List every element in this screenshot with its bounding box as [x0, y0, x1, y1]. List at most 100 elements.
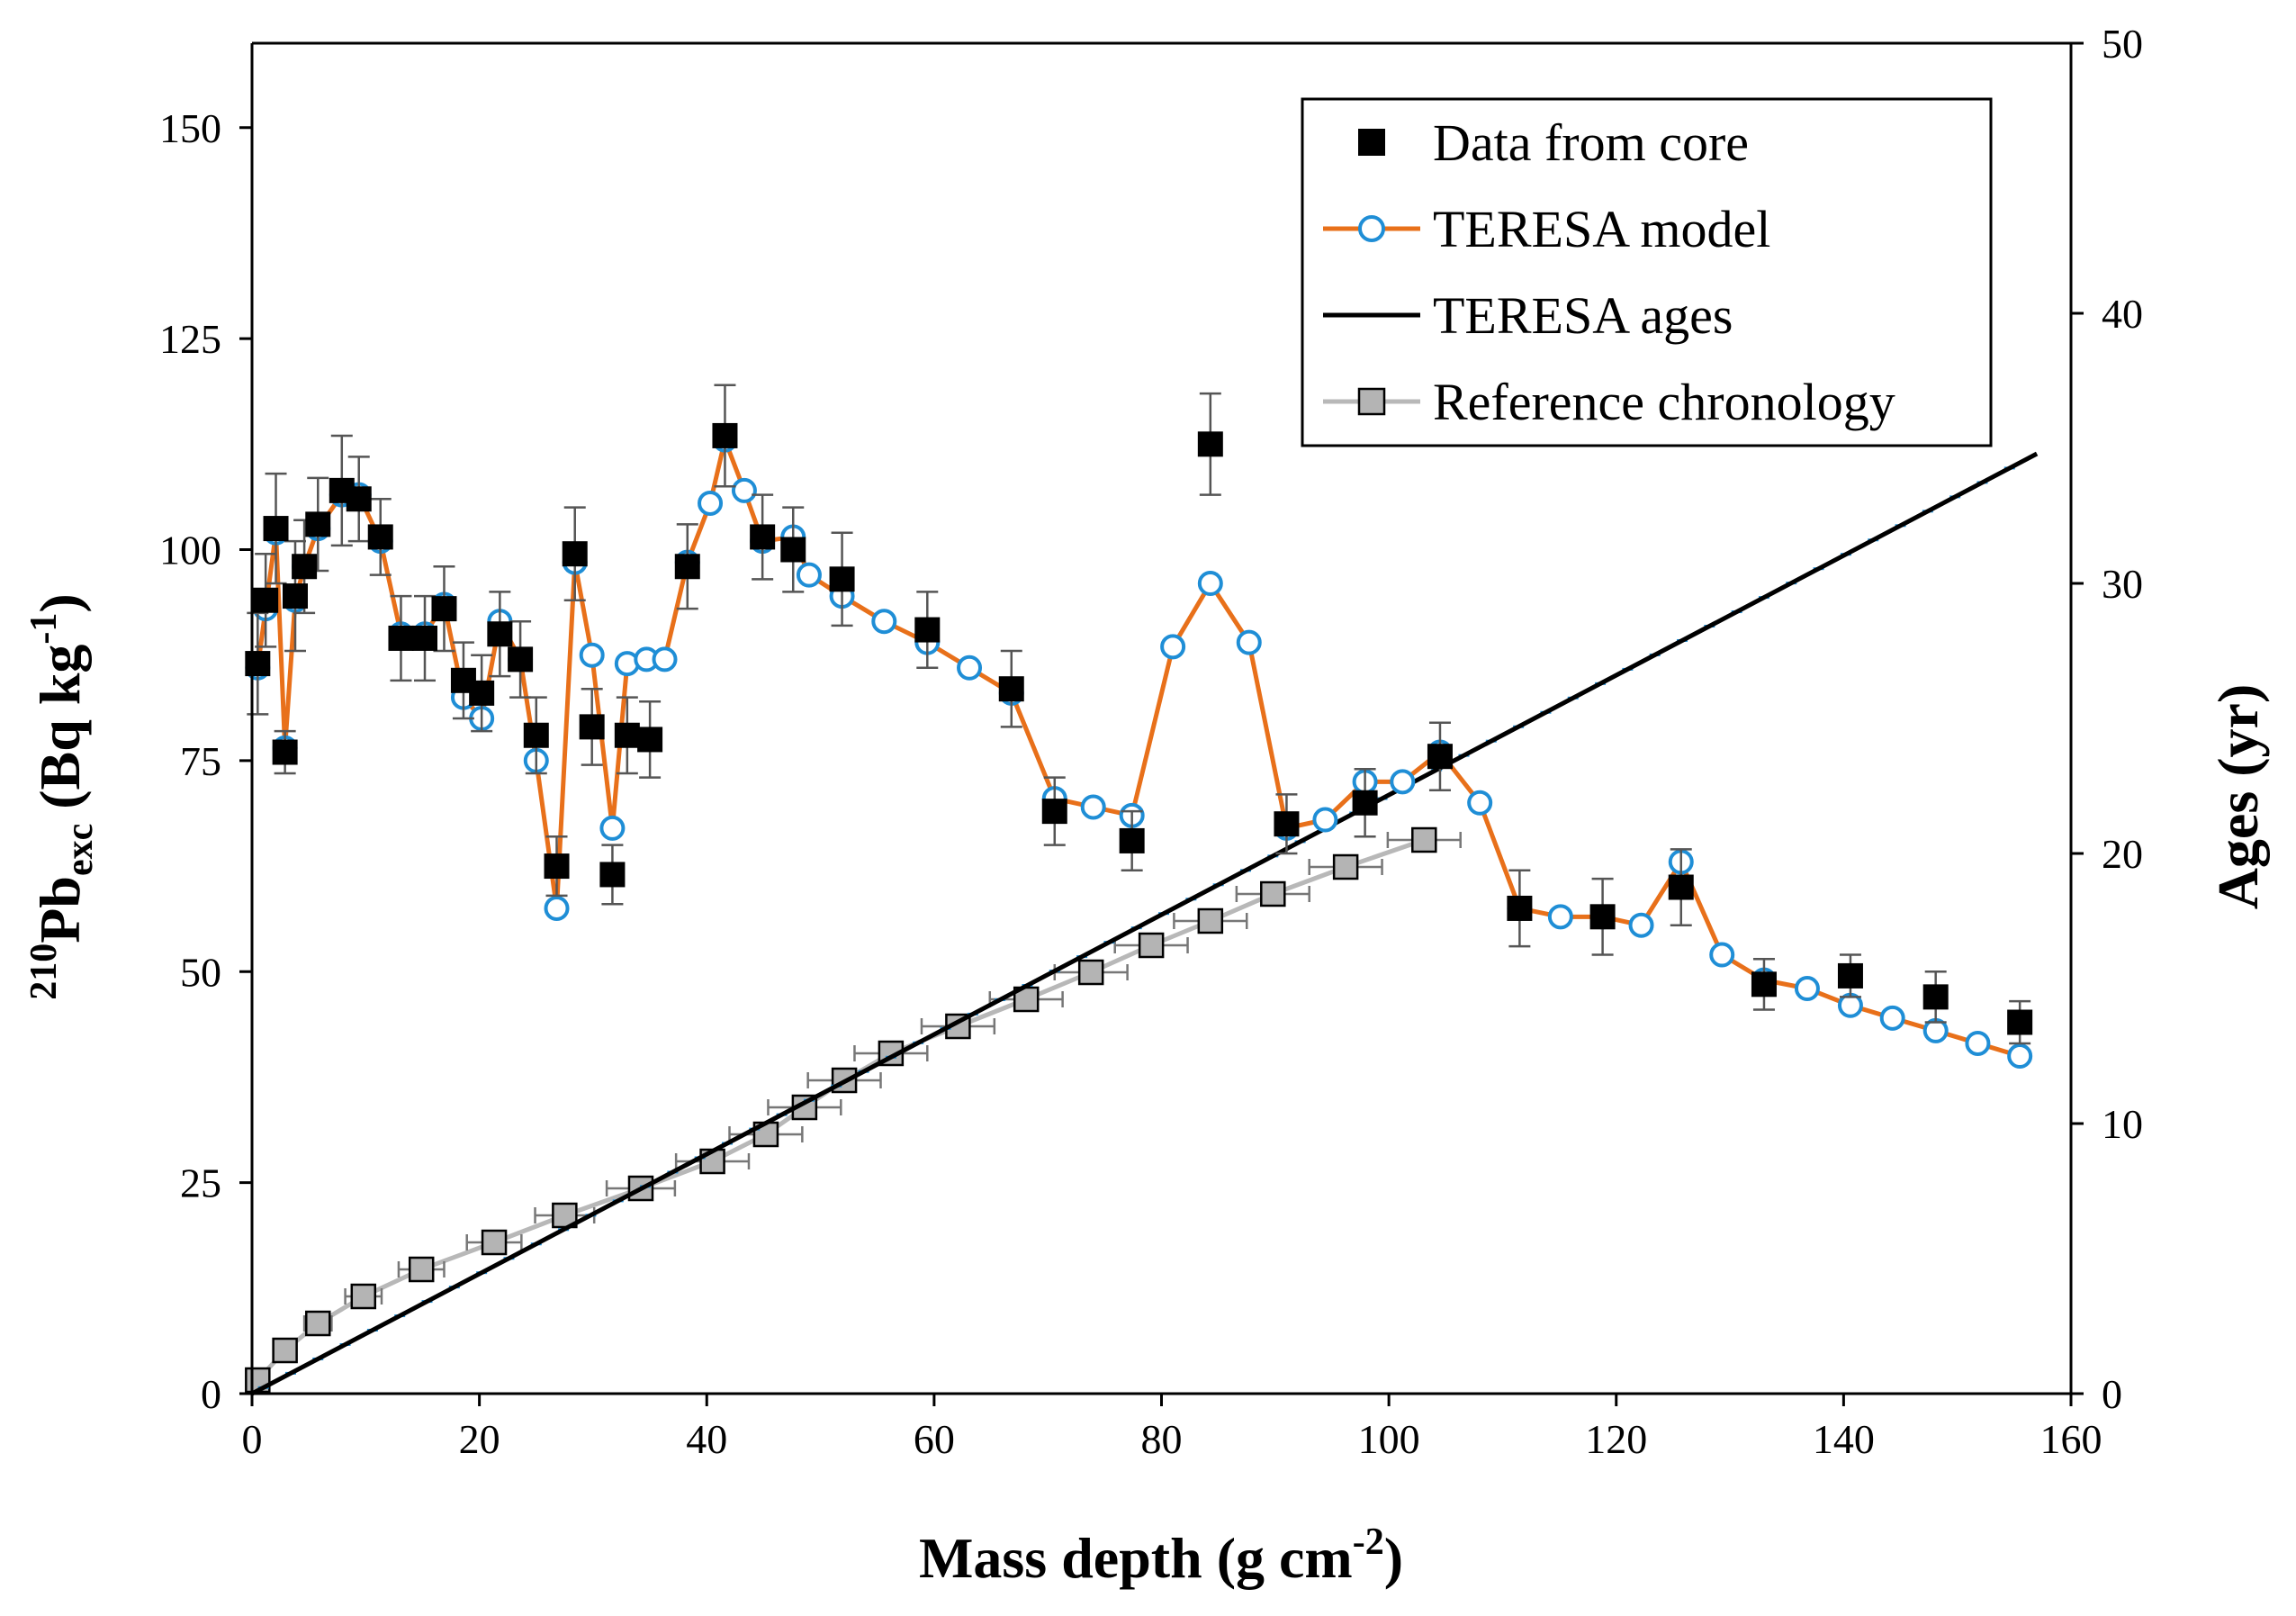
legend-label: TERESA model — [1433, 200, 1770, 258]
reference-point — [350, 1283, 377, 1310]
core-data-point — [2007, 1009, 2033, 1035]
core-data-point — [272, 739, 298, 765]
teresa-model-point — [1080, 794, 1106, 820]
reference-point — [408, 1256, 435, 1283]
core-data-point — [523, 722, 549, 748]
core-data-point — [253, 587, 279, 613]
x-tick-label: 0 — [242, 1416, 263, 1462]
core-data-point — [263, 516, 289, 542]
core-data-point — [599, 862, 626, 888]
core-data-point — [1751, 971, 1777, 998]
core-data-point — [829, 566, 855, 592]
core-data-point — [1837, 962, 1863, 989]
teresa-model-point — [1965, 1030, 1991, 1056]
core-data-point — [579, 714, 605, 740]
y-right-axis-title: Ages (yr) — [2206, 684, 2270, 910]
reference-point — [1411, 826, 1437, 853]
core-data-point — [712, 422, 738, 448]
core-data-point — [1197, 431, 1223, 457]
core-data-point — [1589, 904, 1616, 930]
x-axis-title: Mass depth (g cm-2) — [919, 1521, 1403, 1590]
core-data-point — [1119, 827, 1145, 853]
teresa-model-point — [652, 646, 678, 673]
teresa-model-point — [1236, 629, 1262, 655]
teresa-model-point — [871, 609, 897, 635]
core-data-point — [487, 621, 513, 647]
y-left-tick-label: 125 — [159, 316, 221, 362]
teresa-model-point — [1197, 571, 1223, 596]
y-left-tick-label: 50 — [180, 949, 221, 995]
core-data-point — [998, 676, 1024, 702]
teresa-model-point — [1794, 976, 1820, 1001]
x-tick-label: 160 — [2040, 1416, 2102, 1462]
teresa-model-point — [1312, 807, 1338, 833]
reference-point — [272, 1337, 298, 1364]
y-right-tick-label: 10 — [2102, 1101, 2143, 1147]
legend-label: TERESA ages — [1433, 286, 1733, 345]
teresa-model-point — [698, 490, 724, 516]
core-data-point — [750, 524, 776, 550]
legend-label: Reference chronology — [1433, 373, 1895, 431]
core-data-point — [305, 511, 331, 537]
core-data-point — [1352, 790, 1378, 816]
core-data-point — [1922, 984, 1949, 1010]
teresa-model-point — [957, 655, 983, 681]
y-right-tick-label: 30 — [2102, 561, 2143, 607]
legend-model-marker — [1358, 215, 1385, 242]
core-data-point — [637, 727, 663, 753]
legend-label: Data from core — [1433, 113, 1749, 172]
reference-point — [305, 1310, 331, 1337]
core-data-point — [914, 617, 941, 643]
teresa-model-point — [1709, 942, 1735, 968]
y-left-tick-label: 150 — [159, 105, 221, 151]
y-left-tick-label: 25 — [180, 1160, 221, 1206]
x-tick-label: 140 — [1813, 1416, 1875, 1462]
core-data-point — [1668, 874, 1694, 900]
core-data-point — [562, 541, 588, 567]
teresa-model-point — [1390, 769, 1416, 795]
x-tick-label: 20 — [459, 1416, 500, 1462]
y-left-tick-label: 100 — [159, 528, 221, 573]
x-tick-label: 40 — [686, 1416, 727, 1462]
core-data-point — [292, 554, 318, 580]
y-left-tick-label: 75 — [180, 738, 221, 784]
teresa-model-point — [1879, 1005, 1905, 1031]
teresa-model-point — [731, 477, 757, 503]
y-right-tick-label: 20 — [2102, 831, 2143, 877]
reference-chronology-layer — [245, 826, 1462, 1394]
teresa-model-point — [579, 642, 605, 668]
teresa-model-point — [1547, 904, 1573, 930]
teresa-model-point — [1628, 912, 1654, 938]
x-tick-label: 60 — [914, 1416, 955, 1462]
core-data-point — [1274, 811, 1300, 837]
teresa-model-point — [1160, 634, 1186, 660]
teresa-model-point — [1467, 790, 1493, 816]
y-right-tick-label: 40 — [2102, 291, 2143, 337]
reference-point — [1138, 932, 1165, 959]
core-data-point — [1041, 799, 1067, 825]
core-data-point — [674, 554, 700, 580]
core-data-point — [367, 524, 393, 550]
teresa-model-point — [796, 562, 822, 588]
core-data-layer — [245, 384, 2033, 1045]
core-data-point — [508, 646, 534, 673]
y-left-tick-label: 0 — [201, 1371, 221, 1417]
legend-core-marker — [1358, 129, 1385, 156]
teresa-model-point — [599, 815, 626, 841]
reference-point — [481, 1229, 508, 1256]
legend: Data from core TERESA model TERESA ages Ref… — [1301, 97, 1993, 447]
x-tick-label: 80 — [1141, 1416, 1183, 1462]
core-data-point — [245, 651, 271, 677]
legend-reference-marker — [1357, 387, 1386, 416]
core-data-point — [544, 853, 570, 880]
core-data-point — [780, 537, 806, 563]
reference-point — [1197, 907, 1224, 934]
legend-box — [1301, 97, 1993, 447]
y-right-tick-label: 50 — [2102, 21, 2143, 67]
core-data-point — [1507, 895, 1533, 921]
y-right-tick-label: 0 — [2102, 1371, 2122, 1417]
axis-titles: Mass depth (g cm-2) 210Pbexc (Bq kg-1) A… — [23, 593, 2270, 1590]
core-data-point — [388, 625, 414, 651]
y-left-axis-title: 210Pbexc (Bq kg-1) — [23, 593, 101, 999]
